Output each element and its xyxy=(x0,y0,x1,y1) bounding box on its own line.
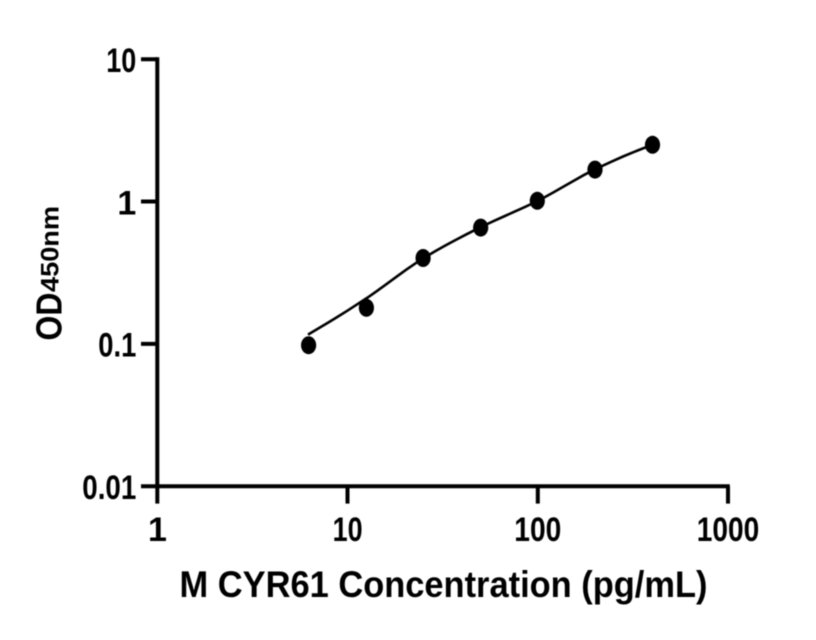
svg-text:10: 10 xyxy=(333,511,363,549)
svg-text:1: 1 xyxy=(148,511,167,549)
svg-text:100: 100 xyxy=(514,511,561,549)
svg-text:1000: 1000 xyxy=(697,511,760,549)
svg-text:0.01: 0.01 xyxy=(82,469,136,507)
svg-text:450nm: 450nm xyxy=(37,206,65,292)
svg-text:OD: OD xyxy=(29,293,70,341)
svg-text:M CYR61 Concentration (pg/mL): M CYR61 Concentration (pg/mL) xyxy=(180,564,708,605)
svg-text:10: 10 xyxy=(106,42,136,80)
svg-text:1: 1 xyxy=(117,184,136,222)
svg-text:0.1: 0.1 xyxy=(98,327,136,365)
